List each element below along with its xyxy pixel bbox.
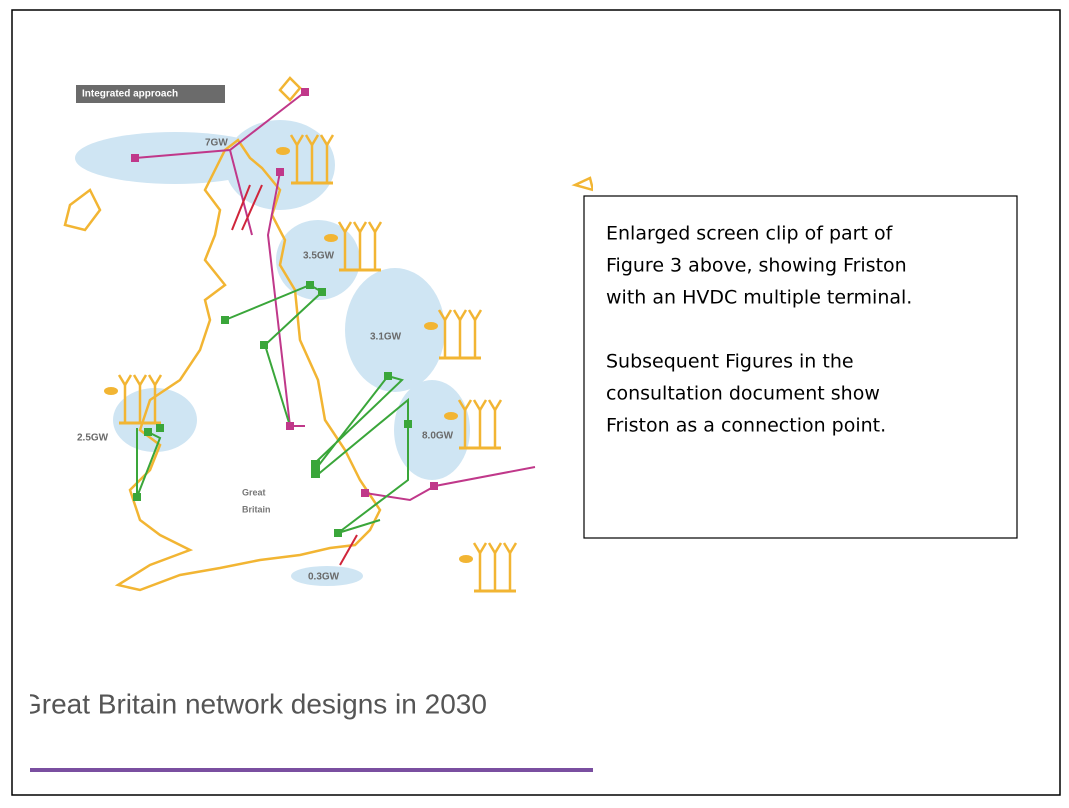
badge: Integrated approach — [82, 89, 178, 100]
islands — [63, 76, 593, 232]
note-line: Friston as a connection point. — [606, 415, 886, 437]
note-line: consultation document show — [606, 383, 880, 405]
zone-label: 8.0GW — [422, 431, 454, 442]
zones — [75, 120, 470, 586]
note: Enlarged screen clip of part of Figure 3 … — [606, 223, 912, 437]
note-line: with an HVDC multiple terminal. — [606, 287, 912, 309]
map-figure: Integrated approach 7GW 3.5GW 3.1GW 8.0G… — [20, 76, 593, 772]
note-line: Subsequent Figures in the — [606, 351, 854, 373]
note-line: Figure 3 above, showing Friston — [606, 255, 907, 277]
caption-rule — [30, 768, 593, 772]
coastline — [114, 138, 382, 592]
note-box — [583, 195, 1018, 539]
note-line: Enlarged screen clip of part of — [606, 223, 894, 245]
page-border — [11, 9, 1061, 796]
badge-box — [76, 85, 225, 103]
caption: Great Britain network designs in 2030 — [20, 688, 487, 719]
zone-label: 7GW — [205, 138, 228, 149]
zone-label: 0.3GW — [308, 572, 340, 583]
terminals — [131, 88, 438, 537]
zone-label: 3.5GW — [303, 251, 335, 262]
zone-label: 3.1GW — [370, 332, 402, 343]
region-label: Great — [242, 487, 266, 497]
region-label: Britain — [242, 504, 271, 514]
zone-label: 2.5GW — [77, 433, 109, 444]
